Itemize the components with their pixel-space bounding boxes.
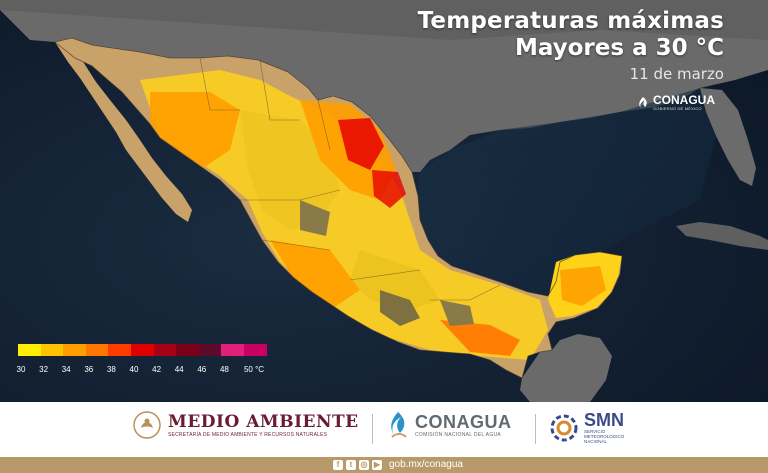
map-subtitle: Mayores a 30 °C [514, 35, 724, 61]
legend-label: 42 [152, 365, 162, 374]
legend-swatch [63, 344, 86, 356]
legend-swatch [221, 344, 244, 356]
legend-swatch [40, 344, 64, 356]
legend-swatch [153, 344, 177, 356]
footer: MEDIO AMBIENTE SECRETARÍA DE MEDIO AMBIE… [0, 402, 768, 457]
legend-label: 30 [16, 365, 26, 374]
legend-swatch [130, 344, 154, 356]
legend-label: 50 °C [243, 365, 265, 374]
legend-label: 38 [106, 365, 116, 374]
smn-name: SMN [584, 410, 624, 430]
legend-label: 36 [84, 365, 94, 374]
temperature-legend: 30 32 34 36 38 40 42 44 46 48 50 °C [16, 344, 288, 377]
youtube-icon[interactable]: ▶ [372, 460, 382, 470]
temperature-map [0, 0, 768, 402]
legend-swatch [85, 344, 109, 356]
legend-labels: 30 32 34 36 38 40 42 44 46 48 50 °C [16, 365, 288, 377]
medio-ambiente-logo: MEDIO AMBIENTE SECRETARÍA DE MEDIO AMBIE… [132, 410, 359, 440]
conagua-logo: CONAGUA COMISIÓN NACIONAL DEL AGUA [386, 411, 512, 439]
map-date: 11 de marzo [629, 65, 724, 83]
footer-divider [372, 414, 373, 444]
conagua-sub: COMISIÓN NACIONAL DEL AGUA [415, 432, 502, 438]
coat-of-arms-icon [133, 411, 161, 439]
legend-swatch [18, 344, 41, 356]
conagua-drop-icon [391, 412, 407, 438]
smn-spiral-icon [550, 414, 578, 441]
smn-logo: SMN SERVICIO METEOROLÓGICO NACIONAL [549, 411, 624, 444]
legend-swatch [243, 344, 267, 356]
smn-sub: SERVICIO METEOROLÓGICO NACIONAL [584, 429, 625, 444]
instagram-icon[interactable]: ◎ [359, 460, 369, 470]
conagua-name: CONAGUA [415, 412, 512, 432]
conagua-watermark: CONAGUA GOBIERNO DE MÉXICO [636, 94, 715, 111]
legend-label: 46 [197, 365, 207, 374]
legend-swatch [176, 344, 199, 356]
conagua-logo-icon [639, 96, 647, 108]
legend-label: 44 [174, 365, 184, 374]
legend-swatch [108, 344, 131, 356]
legend-label: 32 [39, 365, 49, 374]
legend-color-bar [18, 344, 288, 356]
medio-ambiente-sub: SECRETARÍA DE MEDIO AMBIENTE Y RECURSOS … [168, 432, 328, 438]
legend-label: 40 [129, 365, 139, 374]
title-block: Temperaturas máximas Mayores a 30 °C 11 … [418, 8, 724, 84]
bottom-bar: f t ◎ ▶ gob.mx/conagua [0, 457, 768, 473]
watermark-name: CONAGUA [653, 93, 715, 107]
medio-ambiente-name: MEDIO AMBIENTE [168, 412, 359, 432]
map-title: Temperaturas máximas [417, 8, 724, 34]
twitter-icon[interactable]: t [346, 460, 356, 470]
legend-swatch [198, 344, 222, 356]
website-link[interactable]: gob.mx/conagua [389, 459, 463, 470]
facebook-icon[interactable]: f [333, 460, 343, 470]
footer-divider [535, 414, 536, 444]
legend-label: 48 [219, 365, 229, 374]
legend-label: 34 [61, 365, 71, 374]
social-links: f t ◎ ▶ gob.mx/conagua [333, 459, 463, 471]
watermark-sub: GOBIERNO DE MÉXICO [653, 106, 702, 111]
